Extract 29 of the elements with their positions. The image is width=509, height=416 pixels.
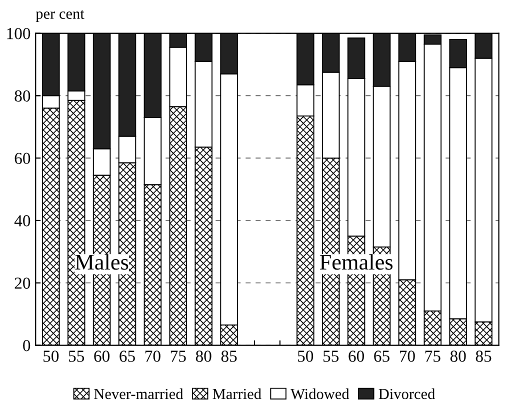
x-tick-label: 55 — [68, 350, 84, 362]
x-tick-label: 85 — [221, 350, 237, 362]
legend-label: Widowed — [290, 388, 350, 400]
x-tick-label: 70 — [400, 350, 415, 362]
x-tick-label: 75 — [425, 350, 440, 362]
x-tick-label: 65 — [374, 350, 390, 362]
y-axis-title: per cent — [36, 10, 84, 22]
y-tick-label: 0 — [23, 340, 30, 352]
x-tick-label: 75 — [170, 350, 186, 362]
legend-label: Never-married — [94, 388, 184, 400]
annotation: Females — [320, 254, 393, 270]
x-tick-label: 50 — [44, 350, 59, 362]
y-tick-label: 100 — [7, 28, 30, 40]
annotation: Males — [75, 254, 128, 270]
x-tick-label: 60 — [94, 350, 110, 362]
legend-label: Married — [212, 388, 262, 400]
x-tick-label: 80 — [196, 350, 212, 362]
y-tick-label: 60 — [14, 152, 30, 164]
x-tick-label: 50 — [298, 350, 314, 362]
x-tick-label: 65 — [120, 350, 135, 362]
x-tick-label: 85 — [476, 350, 492, 362]
x-tick-label: 55 — [323, 350, 339, 362]
x-tick-label: 60 — [348, 350, 364, 362]
legend-label: Divorced — [378, 388, 436, 400]
y-tick-label: 80 — [14, 90, 30, 102]
y-tick-label: 40 — [14, 215, 30, 226]
x-tick-label: 80 — [450, 350, 466, 362]
y-tick-label: 20 — [14, 278, 30, 289]
x-tick-label: 70 — [145, 350, 160, 362]
